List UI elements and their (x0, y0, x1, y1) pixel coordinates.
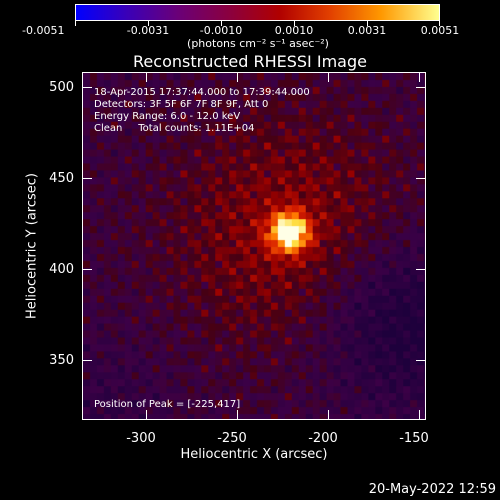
x-tick (237, 410, 238, 420)
y-tick (82, 87, 92, 88)
info-time-range: 18-Apr-2015 17:37:44.000 to 17:39:44.000 (94, 87, 310, 98)
colorbar (75, 4, 440, 21)
colorbar-tick-label: -0.0031 (126, 24, 170, 37)
colorbar-tick (148, 21, 149, 26)
plot-title: Reconstructed RHESSI Image (133, 52, 367, 71)
colorbar-tick-label: -0.0010 (199, 24, 243, 37)
x-tick-label: -200 (308, 431, 338, 446)
x-tick (419, 410, 420, 420)
x-tick (146, 72, 147, 82)
peak-position: Position of Peak = [-225,417] (94, 399, 241, 410)
colorbar-tick-label: -0.0051 (22, 24, 65, 37)
x-tick (146, 410, 147, 420)
x-tick-label: -300 (126, 431, 156, 446)
colorbar-tick (367, 21, 368, 26)
colorbar-tick (75, 21, 76, 26)
image-frame: 18-Apr-2015 17:37:44.000 to 17:39:44.000… (82, 72, 426, 420)
info-detectors: Detectors: 3F 5F 6F 7F 8F 9F, Att 0 (94, 99, 269, 110)
y-tick-label: 500 (49, 80, 74, 95)
y-tick (82, 269, 92, 270)
x-tick (328, 72, 329, 82)
y-tick-label: 450 (49, 171, 74, 186)
y-tick (416, 269, 426, 270)
timestamp: 20-May-2022 12:59 (368, 482, 496, 497)
info-total-counts: Clean Total counts: 1.11E+04 (94, 123, 255, 134)
y-tick (82, 360, 92, 361)
x-tick (328, 410, 329, 420)
y-tick (416, 87, 426, 88)
y-tick-label: 350 (49, 353, 74, 368)
y-tick-label: 400 (49, 262, 74, 277)
x-tick-label: -250 (217, 431, 247, 446)
colorbar-tick-label: 0.0051 (420, 24, 460, 37)
colorbar-tick-label: 0.0010 (274, 24, 314, 37)
rhessi-image (83, 73, 425, 419)
colorbar-units: (photons cm⁻² s⁻¹ asec⁻²) (187, 37, 329, 50)
colorbar-tick (439, 21, 440, 26)
x-axis-label: Heliocentric X (arcsec) (180, 447, 328, 462)
colorbar-tick-label: 0.0031 (347, 24, 387, 37)
y-axis-label: Heliocentric Y (arcsec) (24, 173, 40, 319)
colorbar-tick (294, 21, 295, 26)
x-tick (237, 72, 238, 82)
x-tick (419, 72, 420, 82)
colorbar-tick (221, 21, 222, 26)
info-energy-range: Energy Range: 6.0 - 12.0 keV (94, 111, 241, 122)
y-tick (82, 178, 92, 179)
y-tick (416, 360, 426, 361)
y-tick (416, 178, 426, 179)
x-tick-label: -150 (399, 431, 429, 446)
